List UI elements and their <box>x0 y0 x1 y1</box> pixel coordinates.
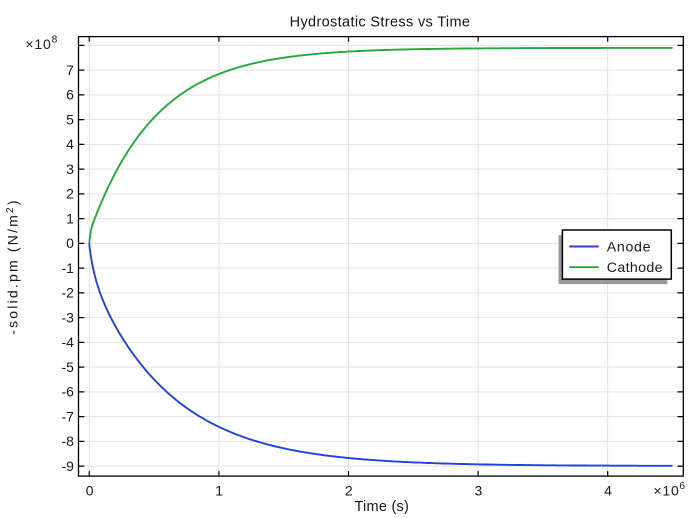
svg-text:1: 1 <box>215 482 223 498</box>
svg-text:Time (s): Time (s) <box>354 499 409 515</box>
svg-text:7: 7 <box>66 62 74 78</box>
svg-text:6: 6 <box>679 481 685 492</box>
svg-text:3: 3 <box>66 161 74 177</box>
svg-text:8: 8 <box>52 35 58 46</box>
svg-text:6: 6 <box>66 87 74 103</box>
svg-text:2: 2 <box>66 186 74 202</box>
svg-text:-8: -8 <box>61 433 74 449</box>
svg-text:-2: -2 <box>61 285 74 301</box>
svg-text:Cathode: Cathode <box>607 260 663 276</box>
svg-text:×10: ×10 <box>25 36 51 52</box>
svg-text:-9: -9 <box>61 458 74 474</box>
svg-text:0: 0 <box>66 235 74 251</box>
svg-text:2: 2 <box>345 482 353 498</box>
svg-text:0: 0 <box>86 482 94 498</box>
svg-text:-7: -7 <box>61 408 74 424</box>
svg-text:Anode: Anode <box>607 240 651 256</box>
svg-text:-5: -5 <box>61 359 74 375</box>
svg-text:1: 1 <box>66 211 74 227</box>
svg-text:-solid.pm (N/m2): -solid.pm (N/m2) <box>4 198 20 335</box>
svg-text:-1: -1 <box>61 260 74 276</box>
svg-text:4: 4 <box>604 482 612 498</box>
svg-text:-3: -3 <box>61 309 74 325</box>
svg-text:3: 3 <box>475 482 483 498</box>
svg-text:×10: ×10 <box>653 482 679 498</box>
svg-text:-6: -6 <box>61 384 74 400</box>
svg-text:Hydrostatic Stress vs Time: Hydrostatic Stress vs Time <box>290 14 471 30</box>
svg-text:-4: -4 <box>61 334 74 350</box>
svg-text:5: 5 <box>66 112 74 128</box>
svg-text:4: 4 <box>66 136 74 152</box>
